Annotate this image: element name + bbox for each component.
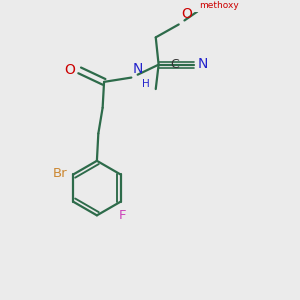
Text: C: C (171, 58, 179, 70)
Text: O: O (64, 63, 75, 77)
Text: Br: Br (53, 167, 68, 179)
Text: N: N (133, 62, 143, 76)
Text: F: F (119, 209, 127, 222)
Text: N: N (198, 57, 208, 71)
Text: methoxy: methoxy (199, 1, 238, 10)
Text: O: O (182, 7, 193, 21)
Text: H: H (142, 79, 150, 89)
